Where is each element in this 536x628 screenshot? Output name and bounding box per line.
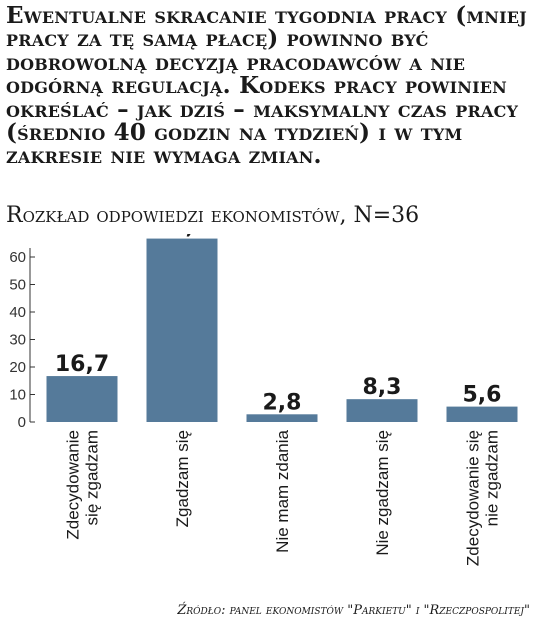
x-category-label: Zdecydowaniesię zgadzam: [64, 430, 102, 540]
bar-value-label: 5,6: [463, 383, 502, 408]
bar-chart: 0 10 20 30 40 50 60 16,7 Zdecydowaniesię zgadzam…: [9, 234, 518, 566]
bar: [46, 376, 118, 422]
y-tick-label: 0: [18, 414, 26, 431]
x-category-label: Zgadzam się: [173, 430, 192, 527]
y-tick-label: 20: [9, 359, 26, 376]
y-tick-label: 30: [9, 332, 26, 349]
y-tick-label: 50: [9, 277, 26, 294]
bar: [446, 406, 518, 422]
x-category-label: Zdecydowanie sięnie zgadzam: [464, 430, 502, 566]
source-note: Źródło: panel ekonomistów "Parkietu" i "…: [177, 603, 530, 618]
bar: [246, 414, 318, 422]
y-tick-label: 10: [9, 387, 26, 404]
chart-subtitle: Rozkład odpowiedzi ekonomistów, N=36: [6, 203, 420, 228]
bar-value-label: 66,7: [155, 234, 209, 240]
bar: [346, 399, 418, 422]
x-category-label: Nie zgadzam się: [373, 430, 392, 556]
bar-value-label: 2,8: [263, 390, 302, 415]
bar-value-label: 16,7: [55, 352, 109, 377]
bar: [146, 238, 218, 422]
headline: Ewentualne skracanie tygodnia pracy (mni…: [6, 2, 527, 170]
y-tick-label: 40: [9, 304, 26, 321]
x-category-label: Nie mam zdania: [273, 429, 292, 552]
bar-value-label: 8,3: [363, 375, 402, 400]
y-tick-label: 60: [9, 249, 26, 266]
